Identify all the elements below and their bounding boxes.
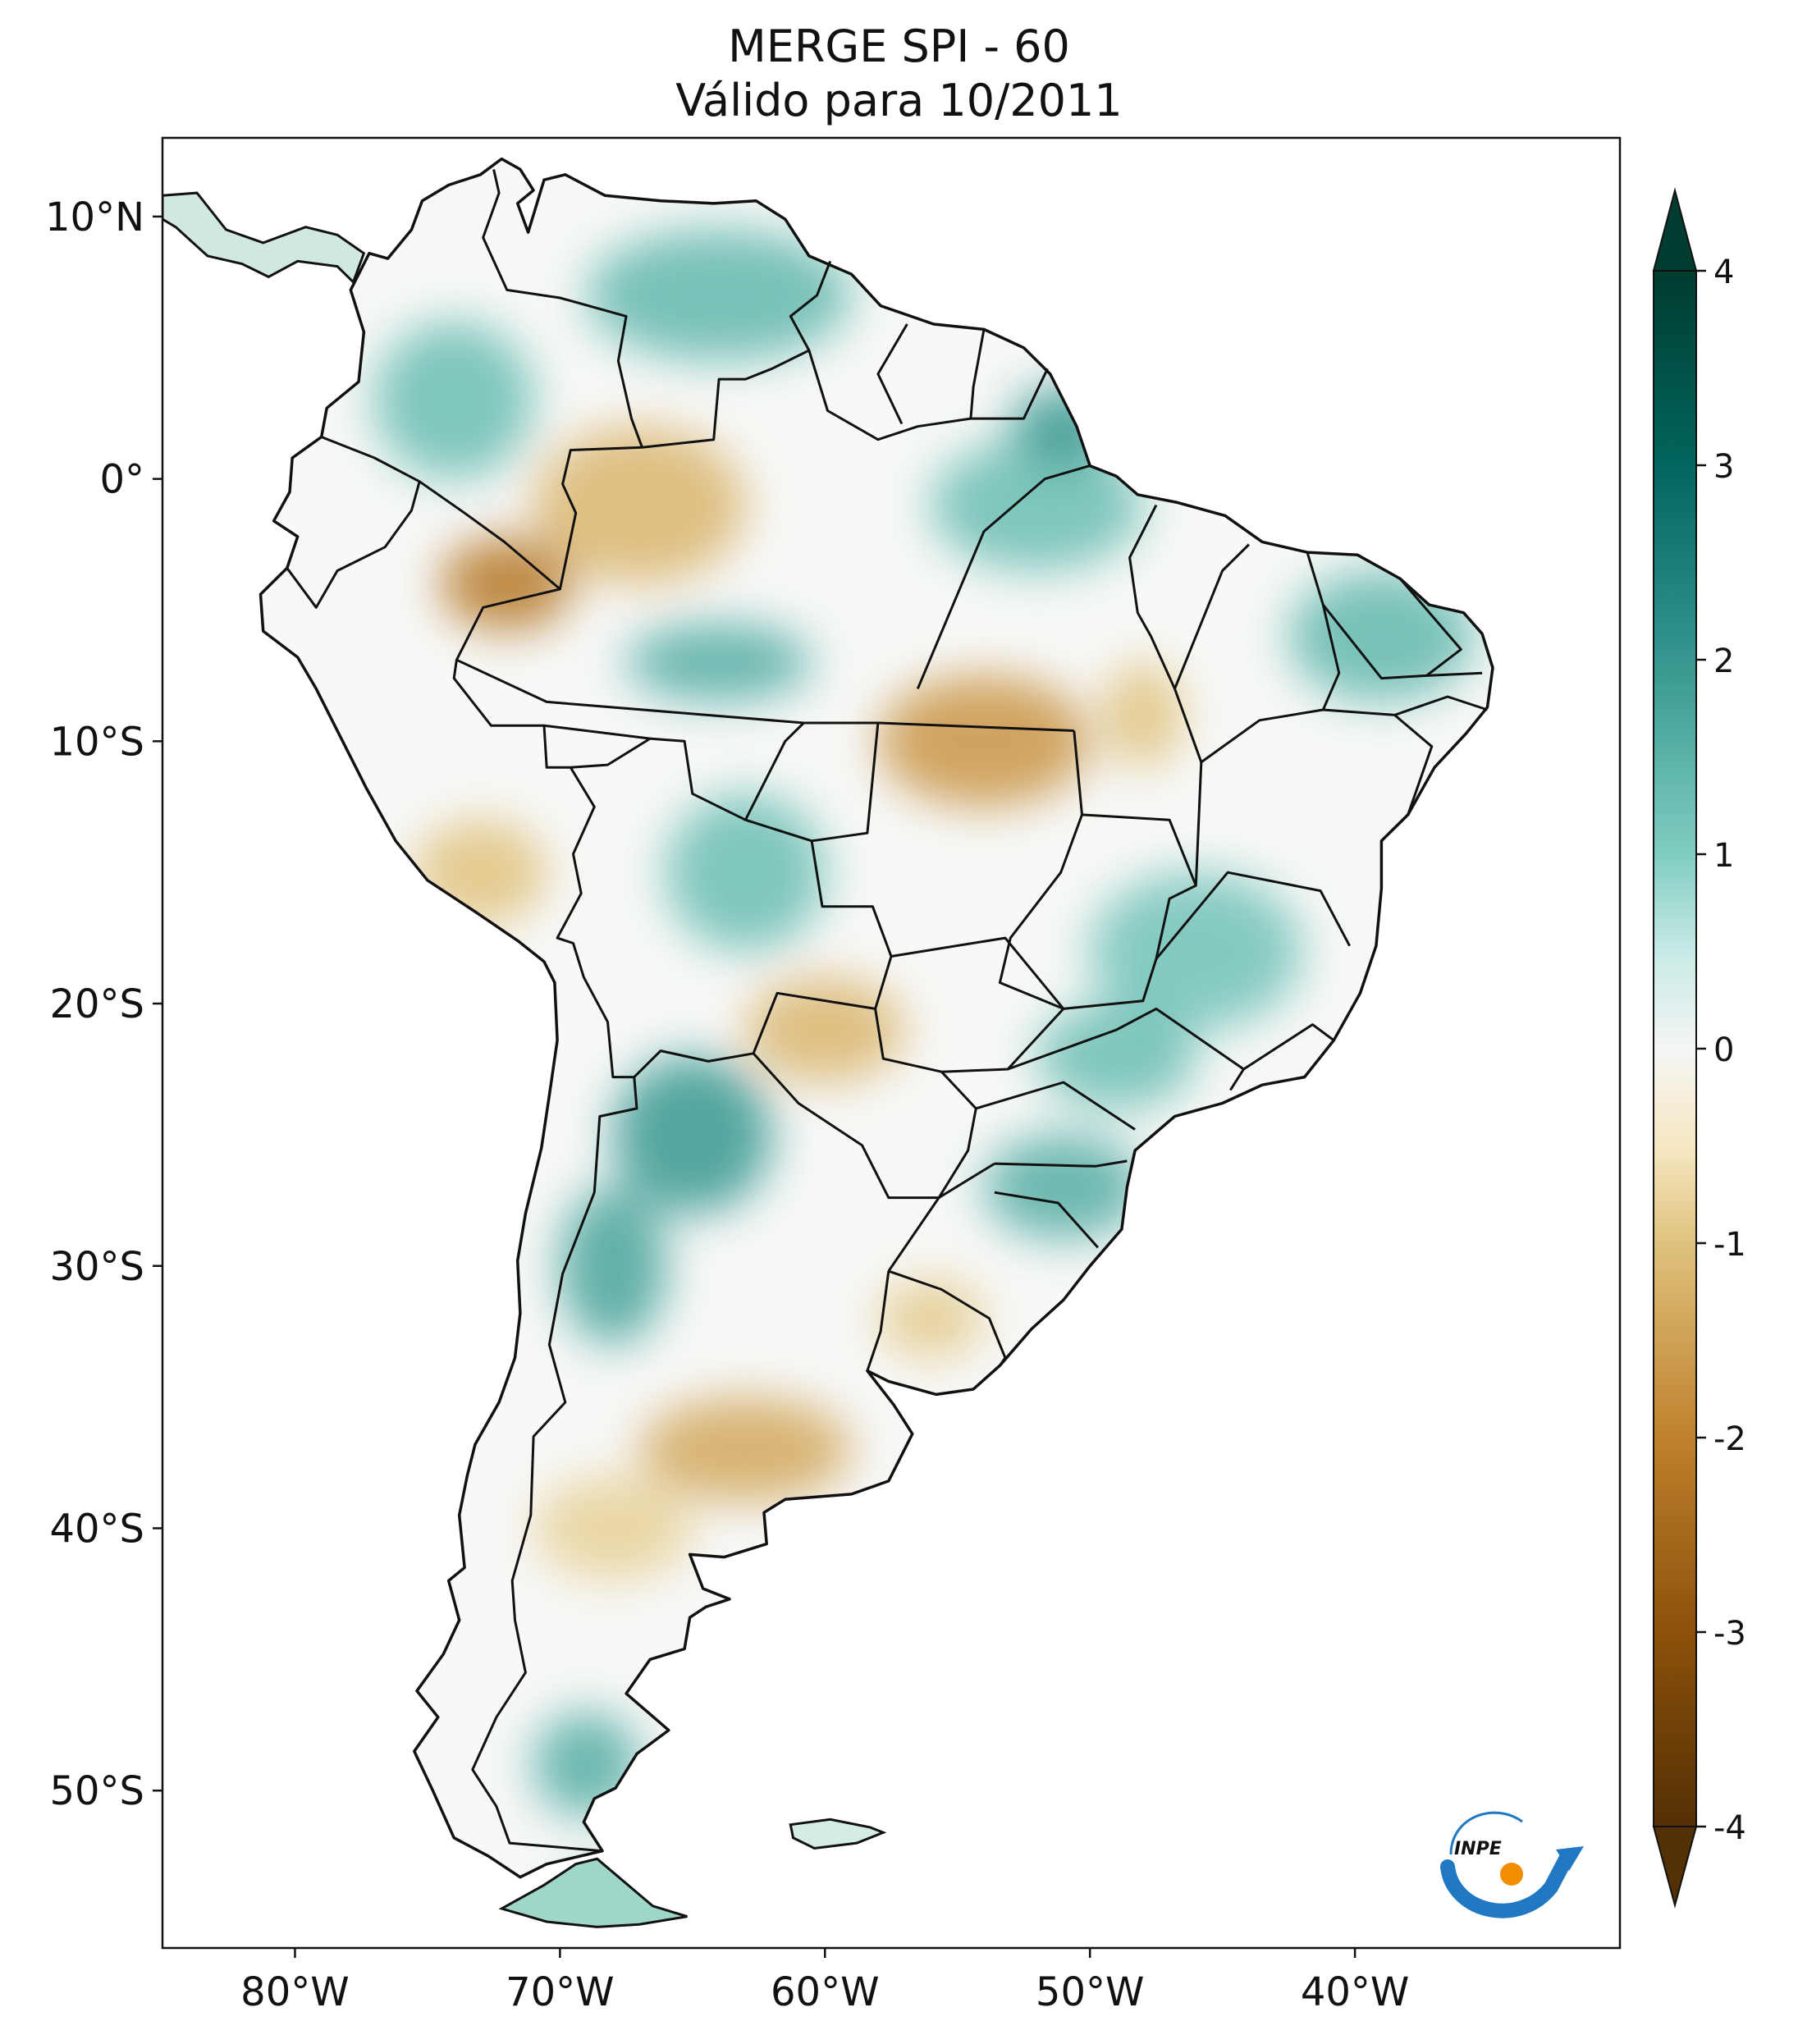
lat-tick-label: 10°S bbox=[49, 719, 144, 765]
logo-arrow-icon bbox=[1440, 1849, 1575, 1918]
lon-tick-label: 60°W bbox=[771, 1969, 880, 2015]
anomaly-patch-peru-north-dry bbox=[441, 536, 574, 632]
anomaly-patch-pampas-dry bbox=[639, 1397, 852, 1502]
logo-text: INPE bbox=[1454, 1839, 1502, 1859]
border-line bbox=[1426, 671, 1483, 677]
border-line bbox=[1306, 551, 1341, 711]
anomaly-patch-tocantins-dry bbox=[1103, 662, 1183, 768]
anomaly-patch-amazon-north-dry bbox=[533, 426, 746, 584]
colorbar-tick-label: -2 bbox=[1713, 1420, 1746, 1458]
border-line bbox=[744, 721, 805, 821]
border-line bbox=[807, 350, 1049, 441]
border-line bbox=[1073, 504, 1203, 887]
border-line bbox=[890, 936, 1065, 1010]
colorbar-extend-max bbox=[1652, 187, 1698, 272]
border-line bbox=[975, 1081, 1136, 1131]
inpe-logo: INPE bbox=[1440, 1811, 1584, 1918]
islands bbox=[162, 191, 887, 1928]
colorbar-tick-label: 3 bbox=[1713, 448, 1734, 486]
spi-anomaly-field bbox=[374, 229, 1475, 1877]
anomaly-patch-mato-grosso-dry bbox=[877, 675, 1091, 807]
colorbar-gradient bbox=[1653, 270, 1697, 1827]
border-line bbox=[887, 1162, 995, 1272]
border-line bbox=[811, 722, 880, 843]
colorbar-extend-min bbox=[1652, 1826, 1698, 1909]
lat-tick-label: 40°S bbox=[49, 1506, 144, 1552]
border-line bbox=[1394, 695, 1488, 716]
border-line bbox=[642, 260, 832, 449]
border-line bbox=[633, 991, 876, 1078]
coastline bbox=[258, 157, 1494, 1879]
lon-tick-label: 50°W bbox=[1036, 1969, 1145, 2015]
lon-tick-label: 70°W bbox=[506, 1969, 615, 2015]
anomaly-patch-para-north-wet bbox=[931, 439, 1143, 571]
map-area bbox=[162, 138, 1620, 1948]
border-line bbox=[969, 329, 986, 419]
lon-tick-label: 40°W bbox=[1301, 1969, 1410, 2015]
central-america bbox=[162, 191, 366, 285]
lat-tick-label: 30°S bbox=[49, 1244, 144, 1290]
anomaly-patch-paraguay-dry bbox=[745, 977, 905, 1082]
border-line bbox=[752, 1008, 977, 1200]
anomaly-patch-sao-paulo-wet bbox=[1036, 1004, 1196, 1109]
political-borders bbox=[286, 169, 1488, 1853]
map-frame bbox=[161, 136, 1622, 1950]
anomaly-patch-argentina-andes-wet bbox=[560, 1187, 666, 1345]
falkland-islands bbox=[789, 1818, 887, 1850]
border-line bbox=[286, 436, 421, 609]
anomaly-patch-colombia-wet bbox=[374, 321, 534, 479]
colorbar-tick-label: 1 bbox=[1713, 837, 1734, 875]
border-line bbox=[916, 464, 1091, 689]
map-title: MERGE SPI - 60 bbox=[728, 21, 1070, 72]
colorbar-ticks: 4 3 2 1 0 -1 -2 -3 -4 bbox=[1696, 254, 1746, 1847]
colorbar: 4 3 2 1 0 -1 -2 -3 -4 bbox=[1652, 187, 1746, 1909]
lat-tick-label: 0° bbox=[99, 457, 144, 503]
border-line bbox=[994, 1159, 1128, 1168]
logo-orbit-icon bbox=[1449, 1811, 1523, 1855]
logo-dot-icon bbox=[1500, 1863, 1523, 1886]
border-line bbox=[482, 169, 643, 448]
border-line bbox=[1200, 708, 1434, 816]
colorbar-tick-label: 0 bbox=[1713, 1031, 1734, 1069]
colorbar-tick-label: 4 bbox=[1713, 254, 1734, 291]
lon-tick-label: 80°W bbox=[240, 1969, 350, 2015]
anomaly-patch-minas-gerais-wet bbox=[1090, 872, 1302, 1031]
axis-ticks: 10°N 0° 10°S 20°S 30°S 40°S 50°S 80°W 70°W 60°W 50… bbox=[45, 194, 1409, 2015]
border-line bbox=[866, 1270, 890, 1372]
colorbar-tick-label: -3 bbox=[1713, 1615, 1746, 1653]
lat-tick-label: 50°S bbox=[49, 1768, 144, 1814]
border-line bbox=[876, 323, 908, 425]
anomaly-patch-argentina-north-wet bbox=[612, 1055, 772, 1214]
map-subtitle: Válido para 10/2011 bbox=[675, 75, 1123, 126]
border-line bbox=[888, 1269, 1007, 1367]
anomaly-patch-parana-sc-wet bbox=[984, 1134, 1143, 1240]
border-line bbox=[1242, 1023, 1335, 1071]
lat-tick-label: 10°N bbox=[45, 194, 144, 240]
border-line bbox=[1007, 1007, 1245, 1091]
anomaly-patch-patagonia-north-dry bbox=[533, 1475, 693, 1581]
colorbar-tick-label: -4 bbox=[1713, 1809, 1746, 1847]
anomaly-patch-uruguay-dry bbox=[877, 1278, 985, 1358]
border-line bbox=[419, 480, 561, 591]
tierra-del-fuego bbox=[498, 1857, 688, 1928]
logo-arrowhead-icon bbox=[1556, 1846, 1584, 1871]
border-line bbox=[994, 1191, 1100, 1249]
colorbar-tick-label: -1 bbox=[1713, 1226, 1746, 1264]
anomaly-patch-venezuela-guiana-wet bbox=[586, 229, 852, 361]
border-line bbox=[1174, 543, 1250, 689]
border-line bbox=[1155, 871, 1351, 960]
border-line bbox=[543, 724, 651, 740]
lat-tick-label: 20°S bbox=[49, 981, 144, 1027]
title-block: MERGE SPI - 60 Válido para 10/2011 bbox=[0, 20, 1798, 128]
anomaly-patch-amazon-central-wet bbox=[626, 623, 812, 702]
colorbar-tick-label: 2 bbox=[1713, 642, 1734, 680]
